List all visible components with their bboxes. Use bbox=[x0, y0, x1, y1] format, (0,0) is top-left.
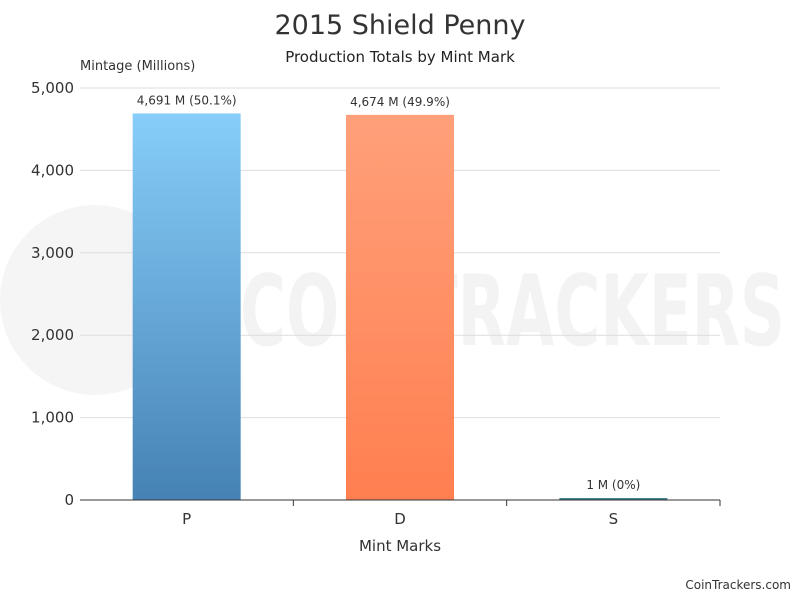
y-tick-label: 5,000 bbox=[31, 79, 74, 97]
bar-d[interactable] bbox=[346, 114, 454, 500]
y-tick-label: 1,000 bbox=[31, 409, 74, 427]
x-tick-label: P bbox=[182, 510, 191, 528]
bars: 4,691 M (50.1%) 4,674 M (49.9%) 1 M (0%) bbox=[132, 93, 668, 500]
y-tick-label: 4,000 bbox=[31, 161, 74, 179]
bar-p[interactable] bbox=[132, 113, 241, 500]
data-label: 4,691 M (50.1%) bbox=[137, 93, 237, 107]
x-tick-label: D bbox=[394, 510, 406, 528]
y-axis-ticks: 0 1,000 2,000 3,000 4,000 5,000 bbox=[31, 79, 74, 509]
y-axis-label: Mintage (Millions) bbox=[80, 59, 196, 74]
y-tick-label: 2,000 bbox=[31, 326, 74, 344]
bar-s[interactable] bbox=[559, 498, 668, 500]
data-label: 1 M (0%) bbox=[586, 478, 640, 492]
x-tick-label: S bbox=[609, 510, 619, 528]
y-tick-label: 0 bbox=[64, 491, 74, 509]
watermark-text: COINTRACKERS bbox=[240, 255, 785, 369]
data-label: 4,674 M (49.9%) bbox=[350, 95, 450, 109]
footer-credit[interactable]: CoinTrackers.com bbox=[685, 578, 791, 592]
y-tick-label: 3,000 bbox=[31, 244, 74, 262]
x-axis-label: Mint Marks bbox=[358, 537, 442, 555]
chart-title: 2015 Shield Penny bbox=[274, 10, 526, 41]
chart-subtitle: Production Totals by Mint Mark bbox=[285, 48, 515, 66]
